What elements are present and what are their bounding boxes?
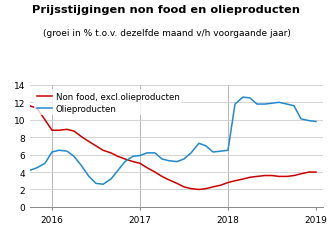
Non food, excl.olieproducten [204,187,208,190]
Line: Olieproducten: Olieproducten [30,98,316,184]
Olieproducten [299,118,303,121]
Olieproducten [292,105,296,108]
Olieproducten [277,101,281,104]
Non food, excl.olieproducten [189,187,193,190]
Non food, excl.olieproducten [241,178,245,181]
Olieproducten [65,150,69,153]
Olieproducten [241,96,245,99]
Non food, excl.olieproducten [72,130,76,133]
Non food, excl.olieproducten [145,166,149,169]
Olieproducten [109,178,113,181]
Olieproducten [50,151,54,154]
Olieproducten [160,158,164,161]
Non food, excl.olieproducten [285,175,289,178]
Non food, excl.olieproducten [255,175,259,178]
Non food, excl.olieproducten [116,155,120,158]
Non food, excl.olieproducten [109,152,113,155]
Olieproducten [189,152,193,155]
Olieproducten [233,103,237,106]
Text: (groei in % t.o.v. dezelfde maand v/h voorgaande jaar): (groei in % t.o.v. dezelfde maand v/h vo… [43,29,290,38]
Non food, excl.olieproducten [153,171,157,174]
Non food, excl.olieproducten [57,129,61,132]
Olieproducten [255,103,259,106]
Non food, excl.olieproducten [43,119,47,122]
Non food, excl.olieproducten [35,108,39,110]
Non food, excl.olieproducten [211,186,215,188]
Non food, excl.olieproducten [299,173,303,175]
Non food, excl.olieproducten [270,174,274,177]
Non food, excl.olieproducten [167,179,171,181]
Non food, excl.olieproducten [175,182,179,185]
Non food, excl.olieproducten [87,141,91,143]
Olieproducten [285,103,289,106]
Olieproducten [314,121,318,123]
Non food, excl.olieproducten [226,181,230,184]
Olieproducten [197,142,201,145]
Olieproducten [57,149,61,152]
Olieproducten [28,169,32,172]
Olieproducten [153,152,157,155]
Non food, excl.olieproducten [65,128,69,131]
Non food, excl.olieproducten [101,149,105,152]
Olieproducten [226,149,230,152]
Olieproducten [72,155,76,158]
Non food, excl.olieproducten [28,105,32,108]
Olieproducten [248,97,252,100]
Olieproducten [116,169,120,172]
Olieproducten [43,162,47,165]
Olieproducten [79,164,83,167]
Olieproducten [211,151,215,154]
Non food, excl.olieproducten [50,129,54,132]
Olieproducten [101,183,105,186]
Text: Prijsstijgingen non food en olieproducten: Prijsstijgingen non food en olieproducte… [33,4,300,14]
Non food, excl.olieproducten [138,162,142,165]
Non food, excl.olieproducten [160,175,164,178]
Line: Non food, excl.olieproducten: Non food, excl.olieproducten [30,106,316,190]
Non food, excl.olieproducten [248,176,252,179]
Non food, excl.olieproducten [123,158,127,161]
Non food, excl.olieproducten [314,171,318,174]
Non food, excl.olieproducten [233,180,237,182]
Olieproducten [138,154,142,157]
Non food, excl.olieproducten [182,186,186,188]
Olieproducten [35,166,39,169]
Olieproducten [175,160,179,163]
Olieproducten [204,145,208,148]
Olieproducten [307,120,311,122]
Non food, excl.olieproducten [292,174,296,177]
Non food, excl.olieproducten [263,174,267,177]
Olieproducten [270,102,274,105]
Non food, excl.olieproducten [94,145,98,148]
Non food, excl.olieproducten [307,171,311,174]
Non food, excl.olieproducten [219,184,223,187]
Olieproducten [87,175,91,178]
Non food, excl.olieproducten [197,188,201,191]
Olieproducten [167,160,171,162]
Non food, excl.olieproducten [79,135,83,138]
Non food, excl.olieproducten [131,160,135,163]
Non food, excl.olieproducten [277,175,281,178]
Olieproducten [123,160,127,163]
Olieproducten [94,182,98,185]
Olieproducten [263,103,267,106]
Olieproducten [219,150,223,153]
Olieproducten [182,158,186,161]
Olieproducten [145,152,149,155]
Olieproducten [131,155,135,158]
Legend: Non food, excl.olieproducten, Olieproducten: Non food, excl.olieproducten, Olieproduc… [34,90,182,116]
